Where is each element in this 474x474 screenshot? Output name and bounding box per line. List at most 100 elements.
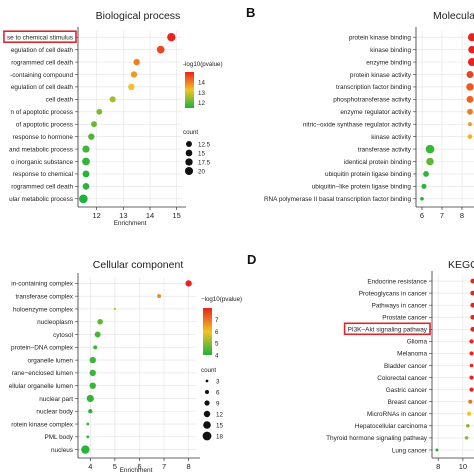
category-label: -containing compound	[10, 72, 73, 79]
panel-d-plot: 8 10 Endocrine resistance Proteoglycans in …	[326, 271, 474, 471]
size-legend-label: 6	[216, 389, 220, 396]
x-tick-label: 4	[88, 462, 92, 471]
category-label: protein−DNA complex	[11, 345, 74, 352]
category-label: response to hormone	[13, 134, 74, 141]
x-tick-label: 13	[119, 211, 127, 220]
x-tick-label: 10	[459, 462, 467, 471]
category-label: PI3K−Akt signaling pathway	[348, 327, 428, 334]
panel-c-size-legend-title: count	[201, 367, 216, 374]
panel-b-plot: 6 7 8 protein kinase binding kinase binding e…	[264, 27, 474, 220]
highlight-box	[3, 30, 77, 44]
category-label: response to chemical	[13, 171, 73, 178]
data-point	[426, 157, 434, 166]
data-point	[470, 290, 474, 296]
data-point	[96, 108, 103, 115]
category-label: se to chemical stimulus	[7, 35, 73, 42]
size-legend-label: 15	[198, 150, 205, 157]
panel-c-colorbar	[203, 308, 212, 355]
category-label: transferase complex	[15, 293, 73, 300]
category-label: ular metabolic process	[9, 196, 73, 203]
panel-a-title: Biological process	[96, 10, 181, 22]
data-point	[469, 375, 474, 380]
category-label: o inorganic substance	[11, 159, 74, 166]
size-legend-dot	[203, 410, 211, 418]
x-tick-label: 6	[137, 462, 141, 471]
colorbar-tick-label: 5	[215, 341, 219, 348]
category-label: nitric−oxide synthase regulator activity	[303, 122, 412, 129]
x-tick-label: 8	[187, 462, 191, 471]
data-point	[467, 58, 474, 67]
data-point	[167, 33, 176, 42]
size-legend-label: 12	[216, 411, 223, 418]
data-point	[82, 145, 90, 153]
panel-a-size-legend: count 12.5 15 17.5 20	[183, 129, 211, 175]
category-label: Bladder cancer	[384, 363, 428, 370]
size-legend-label: 9	[216, 400, 220, 407]
data-point	[425, 144, 435, 154]
data-point	[470, 326, 474, 332]
size-legend-label: 12.5	[198, 141, 211, 148]
category-label: n of apoptotic process	[10, 109, 73, 116]
category-label: protein kinase binding	[349, 35, 412, 42]
panel-a-size-items: 12.5 15 17.5 20	[184, 141, 211, 175]
data-point	[130, 71, 138, 78]
size-legend-label: 17.5	[198, 159, 211, 166]
size-legend-dot	[205, 390, 209, 394]
data-point	[82, 157, 90, 166]
colorbar-tick-label: 13	[198, 90, 205, 97]
data-point	[420, 197, 424, 201]
panel-a-colorbar-ticks: 12 13 14	[198, 80, 205, 108]
category-label: Pathways in cancer	[372, 302, 428, 309]
category-label: Proteoglycans in cancer	[359, 290, 428, 297]
panel-cellular-component: Cellular component 4 5 6 7 8 in-containing co…	[9, 259, 242, 474]
data-point	[86, 435, 90, 439]
data-point	[157, 294, 162, 299]
panel-d-title: KEGG	[448, 259, 474, 271]
data-point	[467, 33, 474, 42]
category-label: Hepatocellular carcinoma	[355, 423, 428, 430]
data-point	[91, 121, 97, 128]
data-point	[466, 71, 474, 78]
x-tick-label: 8	[460, 211, 464, 220]
panel-c-size-legend: count 3 6 9 12 15 18	[201, 367, 223, 441]
data-point	[185, 280, 192, 287]
category-label: Endocrine resistance	[367, 278, 427, 285]
data-point	[469, 363, 474, 368]
x-tick-label: 7	[440, 211, 444, 220]
data-point	[133, 58, 140, 66]
panel-b-letter: B	[246, 5, 255, 20]
panel-a-plot: 12 13 14 15 se to chemical stimulus egulation…	[3, 27, 186, 220]
size-legend-dot	[185, 158, 193, 166]
panel-kegg: D KEGG 8 10 Endocrine resistance Proteoglyc…	[247, 252, 474, 471]
panel-c-colorbar-ticks: 4 5 6 7	[215, 317, 219, 359]
category-label: MicroRNAs in cancer	[367, 411, 428, 418]
data-point	[466, 83, 474, 91]
data-point	[93, 345, 98, 350]
category-label: ubiquitin protein ligase binding	[325, 171, 411, 178]
category-label: Glioma	[407, 339, 428, 346]
category-label: ellular organelle lumen	[9, 383, 74, 390]
size-legend-dot	[205, 379, 209, 383]
data-point	[109, 96, 116, 103]
data-point	[113, 307, 117, 311]
category-label: phosphotransferase activity	[333, 97, 412, 104]
panel-d-letter: D	[247, 252, 256, 267]
size-legend-dot	[203, 421, 211, 429]
x-tick-label: 7	[162, 462, 166, 471]
category-label: organelle lumen	[28, 357, 74, 364]
colorbar-tick-label: 6	[215, 329, 219, 336]
data-point	[88, 133, 95, 140]
category-label: rogrammed cell death	[11, 59, 73, 66]
category-label: cell death	[46, 97, 74, 104]
panel-c-title: Cellular component	[93, 259, 184, 271]
data-point	[421, 183, 427, 189]
category-label: transcription factor binding	[336, 84, 411, 91]
data-point	[94, 331, 101, 338]
highlight-box	[343, 322, 431, 336]
panel-c-plot: 4 5 6 7 8 in-containing complex transferase co…	[9, 273, 200, 471]
data-point	[86, 394, 94, 403]
category-label: Thyroid hormone signaling pathway	[326, 435, 428, 442]
category-label: egulation of cell death	[11, 84, 74, 91]
category-label: Gastric cancer	[386, 387, 428, 394]
category-label: Lung cancer	[392, 447, 428, 454]
